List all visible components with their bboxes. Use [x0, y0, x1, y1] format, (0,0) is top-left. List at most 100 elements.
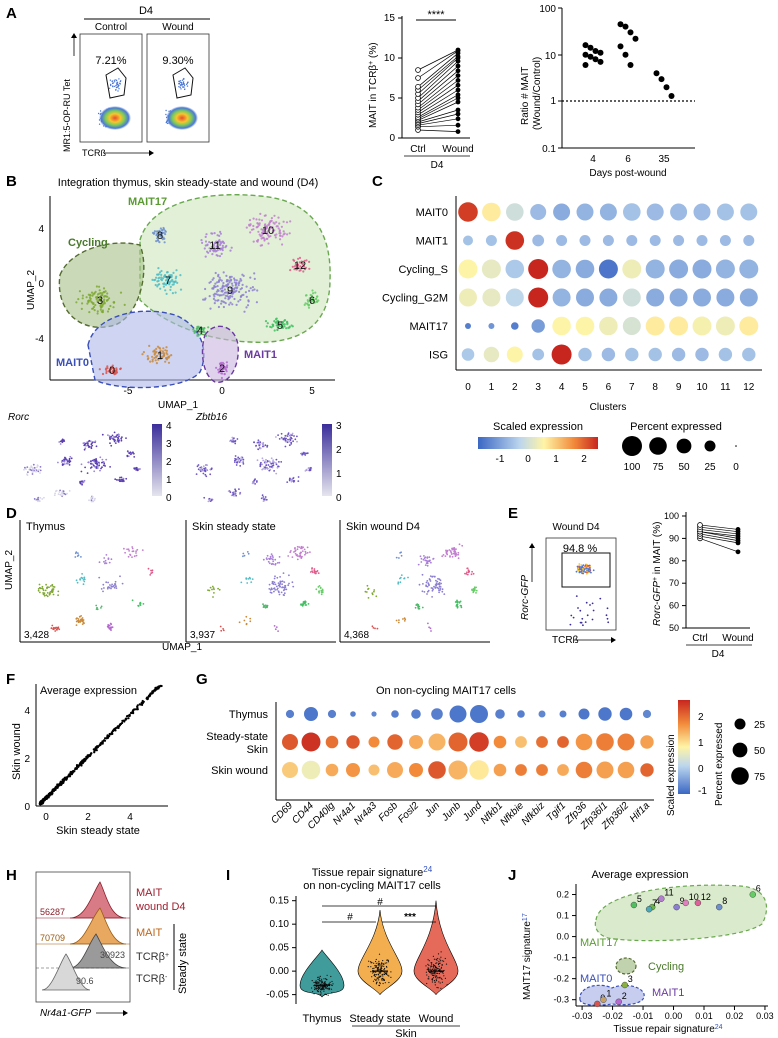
dotplot-g-dot: [282, 734, 298, 750]
rorc-flow-event: [578, 565, 580, 568]
rorc-pct-wound-point: [735, 527, 741, 532]
umap-cell: [96, 293, 99, 296]
umap-d-cell: [313, 569, 316, 572]
feature-cell: [305, 468, 308, 471]
umap-d-cell: [288, 582, 290, 585]
umap-d-cell: [53, 626, 55, 629]
violin-cell: [370, 961, 372, 963]
feature-cell: [273, 461, 275, 464]
umap-d-cell: [272, 558, 274, 561]
violin-cell: [372, 980, 375, 982]
dotplot-g-dot: [301, 732, 321, 752]
umap-cell: [307, 304, 310, 307]
umap-d-cell: [151, 571, 154, 574]
panel-g: G On non-cycling MAIT17 cells ThymusStea…: [196, 671, 766, 832]
dotplot-g-dot: [578, 708, 590, 720]
feature-cell: [207, 500, 210, 503]
umap-cell: [212, 287, 215, 290]
feature-cell: [117, 441, 120, 443]
feature-cell: [31, 471, 34, 473]
feature-cell: [133, 468, 136, 470]
umap-cell: [156, 280, 159, 283]
flow-event: [115, 79, 118, 82]
dotplot-c-dot: [739, 259, 759, 279]
umap-cell: [245, 295, 248, 298]
dotplot-c-legend-tick: 0: [525, 454, 531, 465]
feature-cell: [236, 438, 239, 440]
violin-cell: [432, 955, 434, 958]
feature-cell: [260, 461, 262, 464]
feature-cell: [96, 466, 99, 468]
umap-d-cell: [421, 573, 424, 576]
umap-d-cell: [296, 545, 299, 548]
umap-cell: [215, 240, 218, 243]
umap-d-cell: [135, 550, 138, 553]
flow-event: [165, 113, 167, 116]
feature-cell: [270, 462, 273, 465]
umap-d-cell: [135, 552, 137, 554]
violin-cell: [428, 969, 430, 971]
violin-cell: [435, 968, 437, 971]
umap-d-cell: [287, 584, 290, 587]
umap-cell: [252, 224, 255, 228]
flow-day-label: D4: [139, 5, 153, 17]
umap-d-cell: [272, 583, 275, 585]
flow-event: [178, 86, 180, 88]
umap-cell: [106, 292, 109, 295]
rorc-pct-day: D4: [712, 649, 725, 660]
flow-event: [112, 85, 114, 87]
violin-cell: [386, 962, 388, 964]
umap-cell: [175, 269, 178, 272]
feature-cell: [235, 458, 237, 461]
violin-cell: [433, 958, 435, 960]
mait-pct-group-wound: Wound: [442, 144, 474, 155]
panel-h: H 56287 70709 30923 90.6 MAIT wound D4 M…: [6, 867, 189, 1019]
dotplot-c-size-dot: [704, 440, 716, 452]
flow-event: [165, 121, 168, 124]
umap-cell: [268, 223, 271, 226]
violin-cell: [435, 966, 437, 968]
umap-d-cell: [456, 599, 458, 602]
umap-cell: [98, 368, 101, 371]
dotplot-c-col-label: 2: [512, 382, 518, 393]
umap-cell: [230, 282, 234, 285]
sig-scatter-xlabel: Tissue repair signature24: [613, 1024, 722, 1036]
feature-cell: [259, 463, 262, 466]
umap-d-cell: [438, 582, 440, 585]
umap-d-cell: [52, 628, 55, 631]
dotplot-c-dot: [622, 288, 641, 307]
umap-d-cell: [407, 576, 409, 579]
umap-cell: [303, 259, 306, 262]
feature-cell: [209, 498, 212, 501]
umap-cell: [80, 307, 83, 310]
umap-cell: [162, 226, 165, 230]
avg-expr-gene: [121, 719, 124, 723]
umap-d-cell: [435, 582, 438, 585]
violin-cell: [433, 965, 435, 967]
dotplot-g-legend-tick: -1: [698, 786, 707, 797]
umap-d-cell: [439, 588, 442, 590]
umap-d-cell: [83, 580, 86, 583]
mait-pct-pair-line: [417, 124, 459, 128]
feature-cell: [88, 446, 90, 449]
umap-cell: [113, 372, 116, 375]
umap-d-cell: [455, 548, 457, 550]
feature-colorbar-tick: 1: [166, 475, 172, 486]
ratio-points: [582, 21, 675, 99]
umap-d-cell: [110, 558, 113, 561]
umap-cell: [249, 276, 252, 279]
umap-cell: [197, 326, 200, 329]
violin-cell: [435, 976, 437, 978]
violin-cell: [378, 965, 380, 967]
feature-cell: [119, 476, 121, 479]
violins: [299, 900, 459, 998]
rorc-flow-event: [584, 621, 587, 623]
umap-d-cell: [266, 606, 268, 609]
umap-d-cell: [426, 556, 429, 559]
rorc-flow-event: [577, 607, 579, 609]
feature-cell: [275, 458, 278, 461]
violin-cell: [378, 976, 380, 978]
histogram-label-tcr-neg: TCRβ-: [136, 973, 168, 985]
